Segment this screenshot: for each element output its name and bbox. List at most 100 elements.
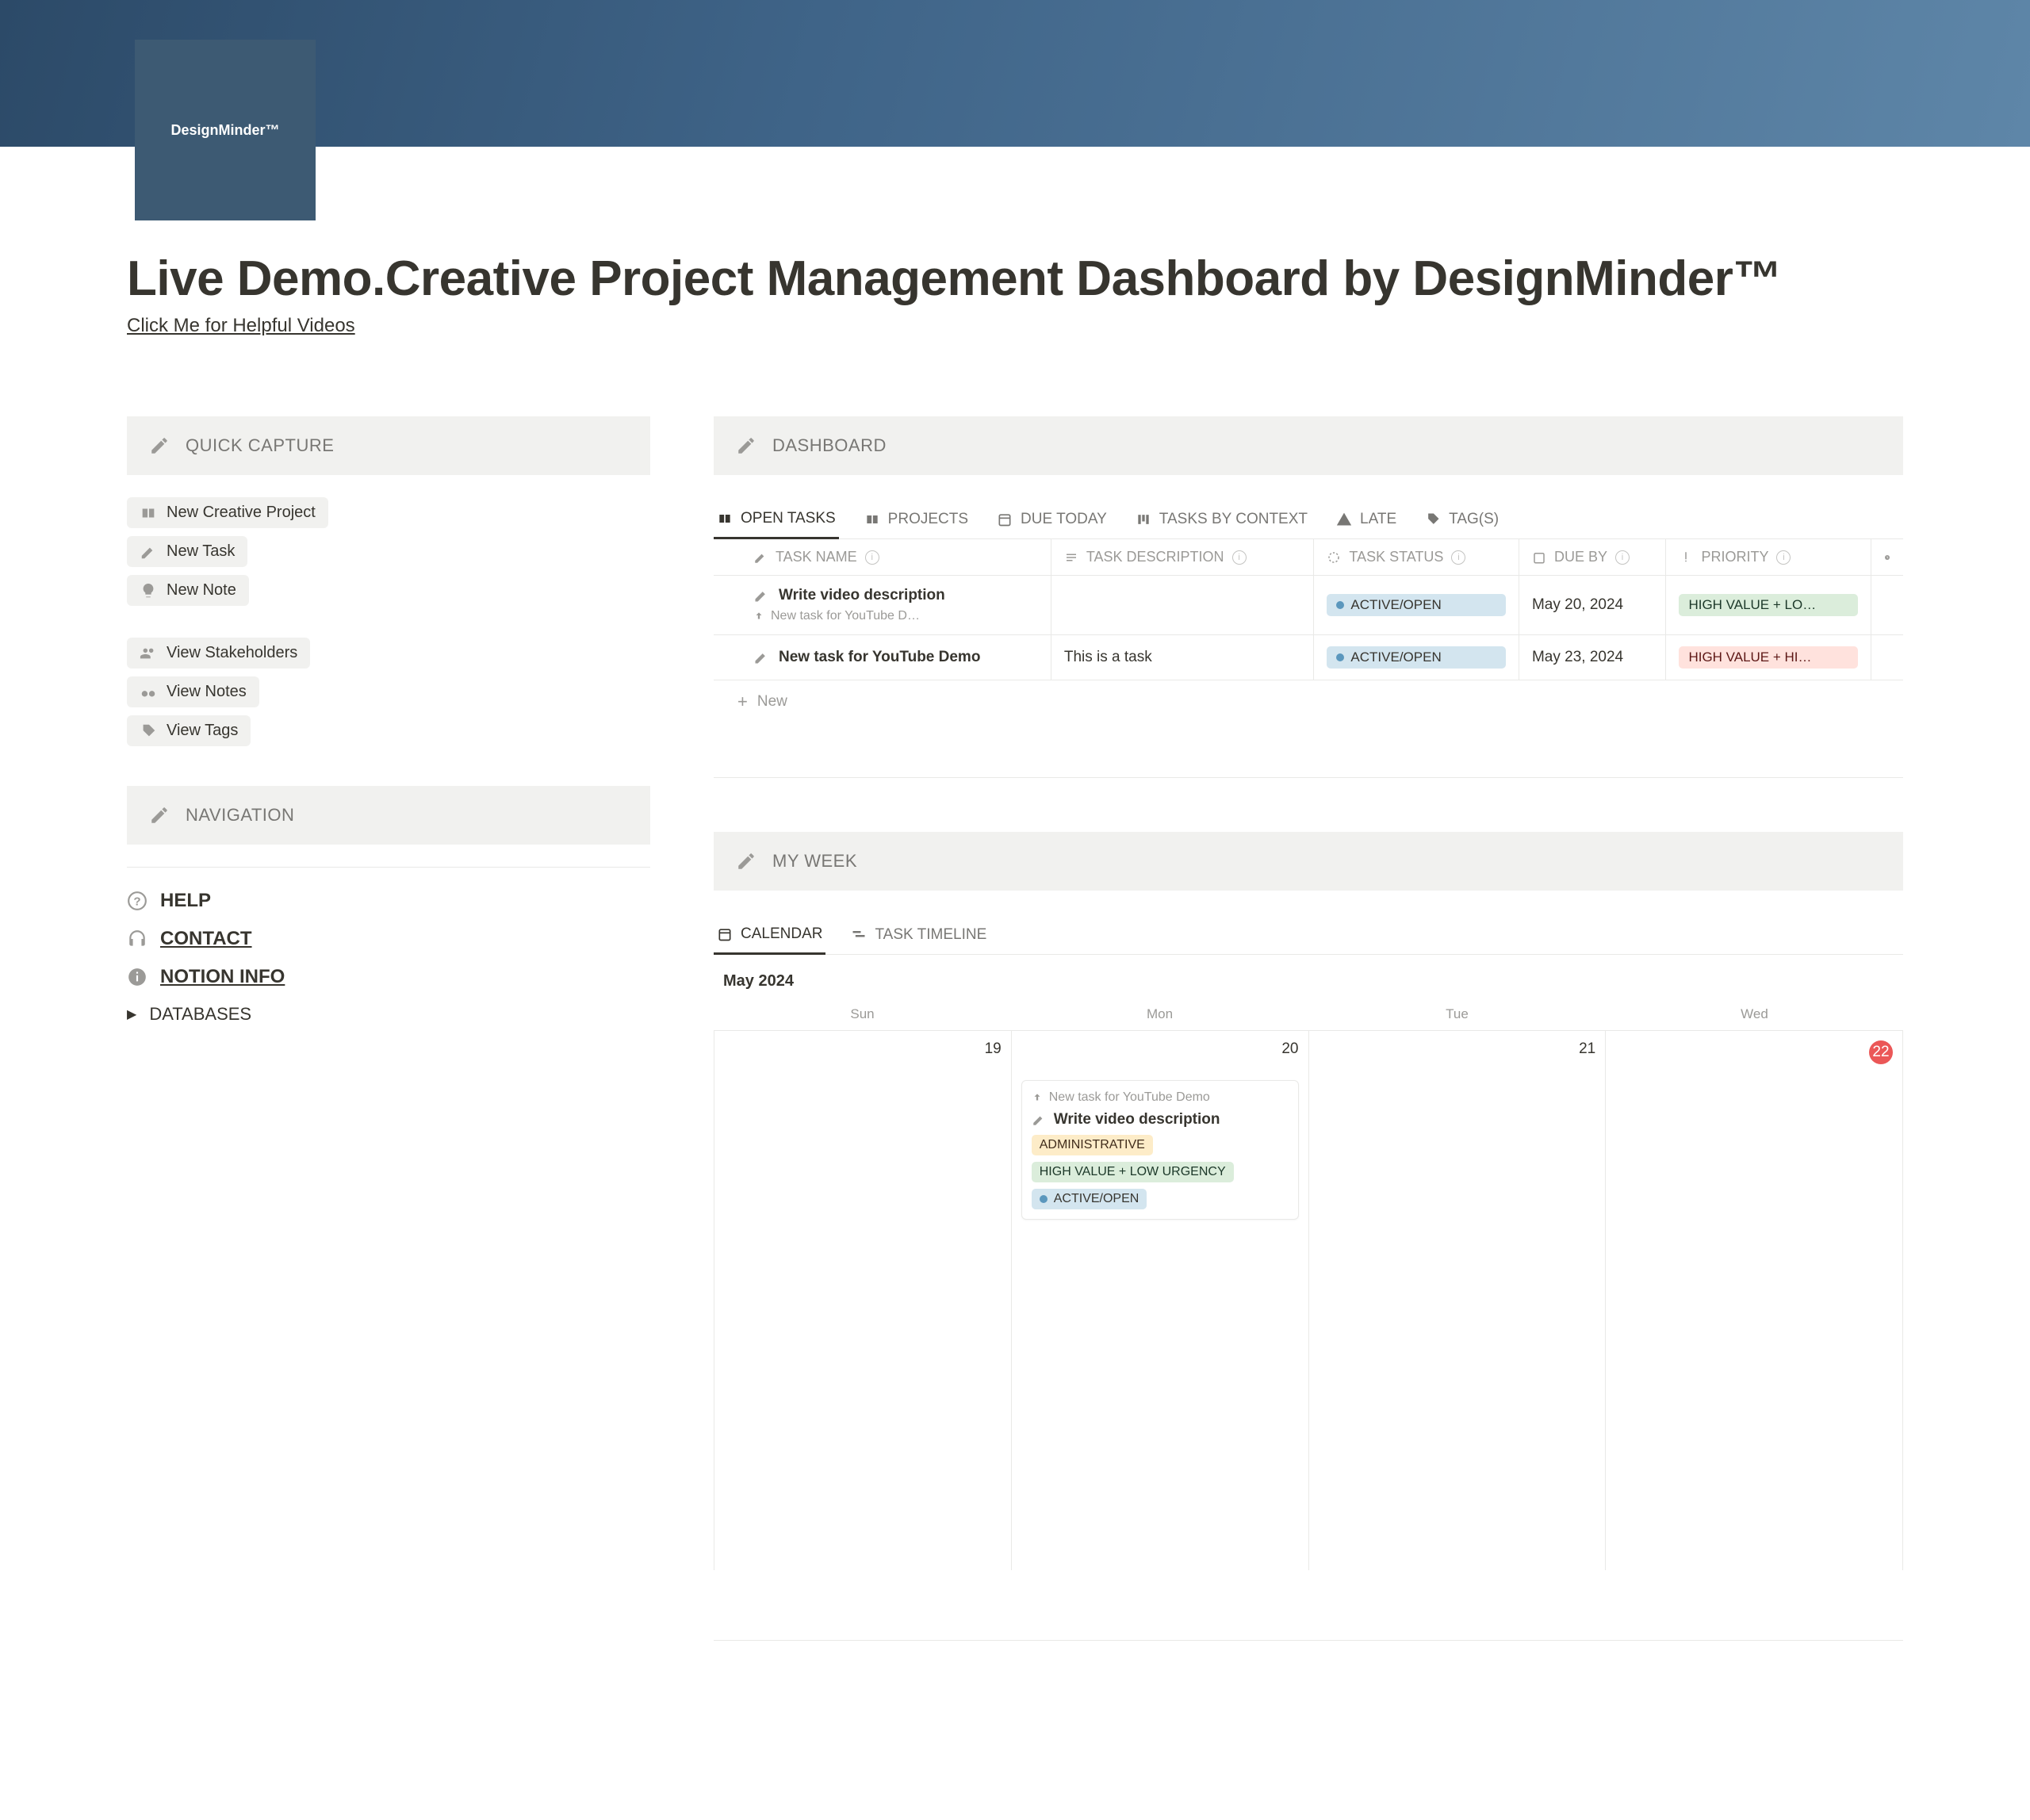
tag-icon (140, 722, 157, 740)
table-header-row: TASK NAME i TASK DESCRIPTION i TASK STAT… (714, 539, 1903, 576)
tab-label: TASKS BY CONTEXT (1159, 511, 1308, 528)
th-priority[interactable]: PRIORITY i (1666, 539, 1871, 575)
status-tag: ACTIVE/OPEN (1327, 594, 1506, 616)
th-label: TASK STATUS (1349, 549, 1443, 565)
info-icon: i (1451, 550, 1465, 565)
status-tag: ACTIVE/OPEN (1327, 646, 1506, 669)
calendar-icon (717, 926, 733, 942)
pill-label: New Task (167, 542, 235, 561)
views-group: View Stakeholders View Notes View Tags (127, 638, 650, 746)
edit-icon (149, 435, 170, 456)
tab-tags[interactable]: TAG(S) (1422, 500, 1502, 538)
calendar-icon (1532, 550, 1546, 565)
tab-label: CALENDAR (741, 925, 822, 943)
edit-icon (753, 550, 768, 565)
new-row-button[interactable]: + New (714, 680, 1903, 723)
tab-task-timeline[interactable]: TASK TIMELINE (848, 916, 990, 954)
cell-task-name: Write video description New task for You… (714, 576, 1051, 634)
calendar-body: 19 20 New task for YouTube Demo Write vi… (714, 1030, 1903, 1570)
day-header: Tue (1308, 1006, 1606, 1030)
quick-capture-label: QUICK CAPTURE (186, 435, 334, 456)
task-title: Write video description (779, 587, 945, 604)
tab-late[interactable]: LATE (1333, 500, 1400, 538)
view-stakeholders-button[interactable]: View Stakeholders (127, 638, 310, 669)
table-row[interactable]: New task for YouTube Demo This is a task… (714, 635, 1903, 680)
dashboard-tabs: OPEN TASKS PROJECTS DUE TODAY TASKS BY C… (714, 500, 1903, 539)
edit-icon (1032, 1113, 1046, 1127)
task-parent: New task for YouTube D… (771, 609, 920, 623)
edit-icon (736, 435, 756, 456)
timeline-icon (851, 927, 867, 943)
arrow-up-icon (753, 611, 764, 622)
board-icon (1136, 512, 1151, 527)
th-due-by[interactable]: DUE BY i (1519, 539, 1666, 575)
calendar-cell[interactable]: 19 (714, 1031, 1012, 1570)
tab-calendar[interactable]: CALENDAR (714, 916, 825, 955)
day-header: Wed (1606, 1006, 1903, 1030)
dashboard-label: DASHBOARD (772, 435, 887, 456)
info-icon: i (1232, 550, 1247, 565)
calendar-cell[interactable]: 21 (1309, 1031, 1607, 1570)
th-label: DUE BY (1554, 549, 1607, 565)
navigation-label: NAVIGATION (186, 805, 294, 826)
new-task-button[interactable]: New Task (127, 536, 247, 567)
cell-extra (1871, 576, 1903, 634)
tab-projects[interactable]: PROJECTS (861, 500, 971, 538)
headset-icon (127, 929, 147, 949)
tab-open-tasks[interactable]: OPEN TASKS (714, 500, 839, 539)
calendar-event-card[interactable]: New task for YouTube Demo Write video de… (1021, 1080, 1299, 1220)
card-parent: New task for YouTube Demo (1049, 1090, 1210, 1105)
book-icon (140, 504, 157, 522)
new-creative-project-button[interactable]: New Creative Project (127, 497, 328, 528)
calendar-cell[interactable]: 20 New task for YouTube Demo Write video… (1012, 1031, 1309, 1570)
tab-label: TASK TIMELINE (875, 926, 986, 944)
new-note-button[interactable]: New Note (127, 575, 249, 606)
tab-label: PROJECTS (888, 511, 968, 528)
my-week-header: MY WEEK (714, 832, 1903, 891)
book-icon (717, 511, 733, 527)
nav-contact[interactable]: CONTACT (127, 928, 650, 950)
tab-due-today[interactable]: DUE TODAY (994, 500, 1110, 538)
calendar-icon (997, 512, 1013, 527)
status-icon (1327, 550, 1341, 565)
day-header: Mon (1011, 1006, 1308, 1030)
navigation-header: NAVIGATION (127, 786, 650, 845)
pill-label: View Stakeholders (167, 644, 297, 662)
cell-task-name: New task for YouTube Demo (714, 635, 1051, 680)
nav-help[interactable]: ? HELP (127, 890, 650, 912)
nav-label: DATABASES (149, 1004, 251, 1025)
th-task-status[interactable]: TASK STATUS i (1314, 539, 1519, 575)
calendar-cell[interactable]: 22 (1606, 1031, 1903, 1570)
my-week-label: MY WEEK (772, 851, 857, 872)
dashboard-header: DASHBOARD (714, 416, 1903, 475)
nav-notion-info[interactable]: NOTION INFO (127, 966, 650, 988)
info-icon (127, 967, 147, 987)
view-notes-button[interactable]: View Notes (127, 676, 259, 707)
quick-capture-header: QUICK CAPTURE (127, 416, 650, 475)
day-number: 21 (1319, 1040, 1596, 1058)
helpful-videos-link[interactable]: Click Me for Helpful Videos (127, 315, 355, 337)
cell-desc: This is a task (1051, 635, 1315, 680)
th-label: TASK NAME (776, 549, 857, 565)
th-label: PRIORITY (1701, 549, 1768, 565)
priority-tag: HIGH VALUE + HI… (1679, 646, 1858, 669)
edit-icon (149, 805, 170, 826)
pill-label: New Creative Project (167, 504, 316, 522)
workspace-logo: DesignMinder™ (135, 40, 316, 220)
people-icon (140, 645, 157, 662)
th-task-description[interactable]: TASK DESCRIPTION i (1051, 539, 1315, 575)
plus-icon: + (737, 692, 748, 712)
tab-tasks-by-context[interactable]: TASKS BY CONTEXT (1132, 500, 1311, 538)
th-task-name[interactable]: TASK NAME i (714, 539, 1051, 575)
nav-databases-toggle[interactable]: ▶ DATABASES (127, 1004, 650, 1025)
divider (714, 777, 1903, 778)
bulb-icon (140, 582, 157, 600)
th-extra[interactable] (1871, 539, 1903, 575)
nav-label: CONTACT (160, 928, 252, 950)
info-icon: i (1776, 550, 1791, 565)
tag-icon (1425, 512, 1441, 527)
view-tags-button[interactable]: View Tags (127, 715, 251, 746)
cell-priority: HIGH VALUE + HI… (1666, 635, 1871, 680)
table-row[interactable]: Write video description New task for You… (714, 576, 1903, 635)
clock-icon (1884, 550, 1890, 565)
